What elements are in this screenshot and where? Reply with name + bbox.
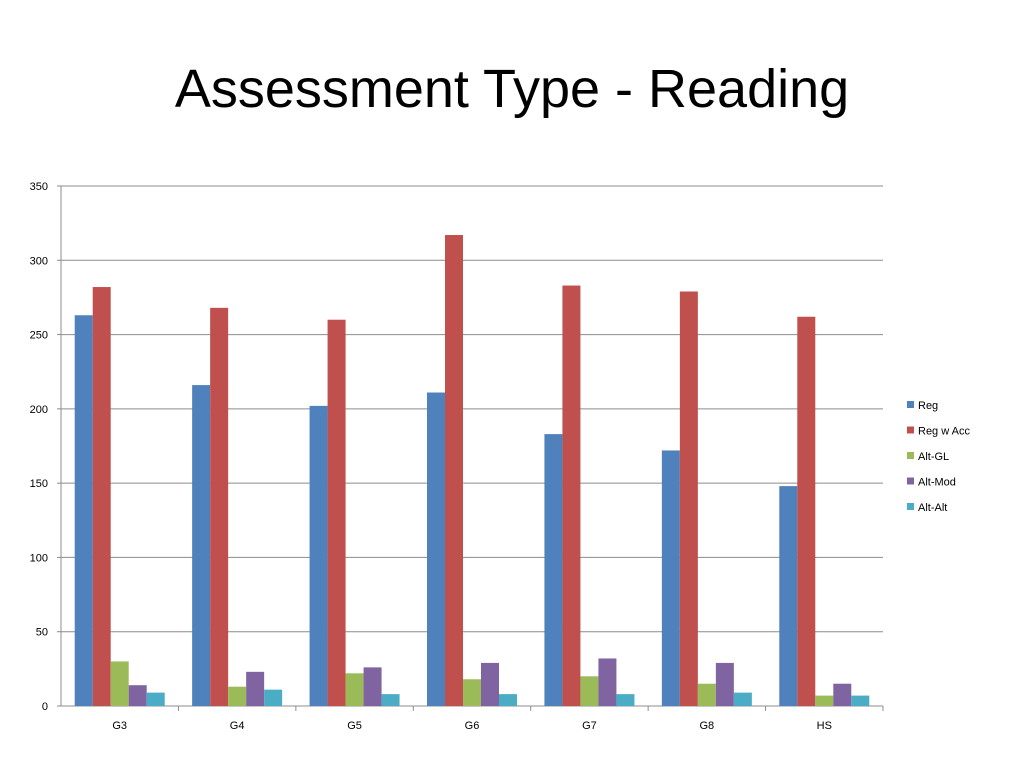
legend-swatch — [907, 452, 914, 459]
bar-alt-alt-g8 — [733, 692, 752, 706]
y-tick-label: 350 — [30, 181, 48, 193]
bars — [74, 235, 870, 706]
slide-title: Assessment Type - Reading — [174, 59, 850, 119]
bar-alt-alt-g6 — [499, 694, 517, 706]
legend-item: Reg w Acc — [907, 426, 970, 438]
legend-label: Alt-Mod — [918, 477, 956, 489]
bar-reg-g3 — [74, 315, 93, 706]
bar-alt-alt-hs — [851, 695, 870, 706]
legend-item: Alt-Alt — [907, 502, 947, 514]
legend-item: Reg — [907, 400, 938, 412]
bar-alt-alt-g7 — [616, 694, 635, 706]
legend-item: Alt-Mod — [907, 477, 956, 489]
legend-swatch — [907, 426, 914, 434]
legend-label: Alt-GL — [918, 451, 949, 463]
bar-alt-gl-g6 — [463, 679, 481, 706]
bar-alt-gl-g3 — [110, 661, 129, 706]
bar-reg-w-acc-g7 — [562, 285, 581, 706]
bar-alt-gl-g8 — [697, 683, 716, 706]
x-tick-label: G6 — [465, 720, 480, 732]
bar-alt-mod-g3 — [128, 685, 147, 706]
legend-swatch — [907, 401, 914, 408]
bar-reg-g6 — [427, 392, 445, 706]
bar-alt-mod-hs — [833, 683, 852, 706]
y-tick-label: 0 — [42, 701, 48, 713]
bar-alt-mod-g5 — [363, 667, 382, 706]
bar-reg-w-acc-g4 — [210, 307, 229, 706]
bar-reg-w-acc-g8 — [679, 291, 698, 706]
y-tick-label: 200 — [30, 404, 48, 416]
x-tick-label: G3 — [112, 720, 127, 732]
legend-label: Alt-Alt — [918, 502, 947, 514]
bar-alt-mod-g8 — [715, 662, 734, 706]
bar-reg-g4 — [192, 385, 211, 706]
bar-alt-gl-g7 — [580, 676, 599, 706]
bar-reg-g7 — [544, 434, 563, 706]
legend-label: Reg — [918, 400, 938, 412]
y-tick-label: 300 — [30, 255, 48, 267]
bar-alt-mod-g4 — [246, 671, 265, 706]
x-tick-label: G8 — [700, 720, 715, 732]
y-tick-label: 150 — [30, 478, 48, 490]
bar-reg-w-acc-g5 — [327, 319, 346, 706]
y-tick-label: 250 — [30, 330, 48, 342]
bar-alt-gl-hs — [815, 695, 834, 706]
legend-label: Reg w Acc — [918, 426, 970, 438]
x-tick-label: G5 — [347, 720, 362, 732]
x-tick-label: G4 — [230, 720, 245, 732]
axes: 0 50 100 150 200 250 300 350 G3 G4 G5 G6 G7 G8 HS — [30, 181, 884, 732]
bar-alt-mod-g7 — [598, 658, 617, 706]
bar-alt-mod-g6 — [481, 662, 499, 706]
y-tick-label: 50 — [36, 627, 48, 639]
bar-alt-alt-g5 — [381, 694, 400, 706]
bar-reg-w-acc-g3 — [92, 287, 111, 706]
bar-reg-g8 — [661, 450, 680, 706]
legend: Reg Reg w Acc Alt-GL Alt-Mod Alt-Alt — [907, 400, 970, 514]
bar-alt-gl-g5 — [345, 673, 364, 706]
gridlines — [61, 185, 883, 633]
x-tick-label: G7 — [582, 720, 597, 732]
bar-alt-gl-g4 — [228, 686, 247, 706]
bar-alt-alt-g4 — [264, 689, 283, 706]
legend-swatch — [907, 477, 914, 485]
bar-reg-w-acc-hs — [797, 316, 816, 706]
legend-item: Alt-GL — [907, 451, 949, 463]
legend-swatch — [907, 503, 914, 510]
y-tick-label: 100 — [30, 552, 48, 564]
bar-reg-hs — [779, 486, 798, 706]
x-tick-label: HS — [817, 720, 832, 732]
bar-alt-alt-g3 — [146, 692, 165, 706]
bar-reg-w-acc-g6 — [445, 235, 463, 706]
bar-reg-g5 — [309, 405, 328, 706]
